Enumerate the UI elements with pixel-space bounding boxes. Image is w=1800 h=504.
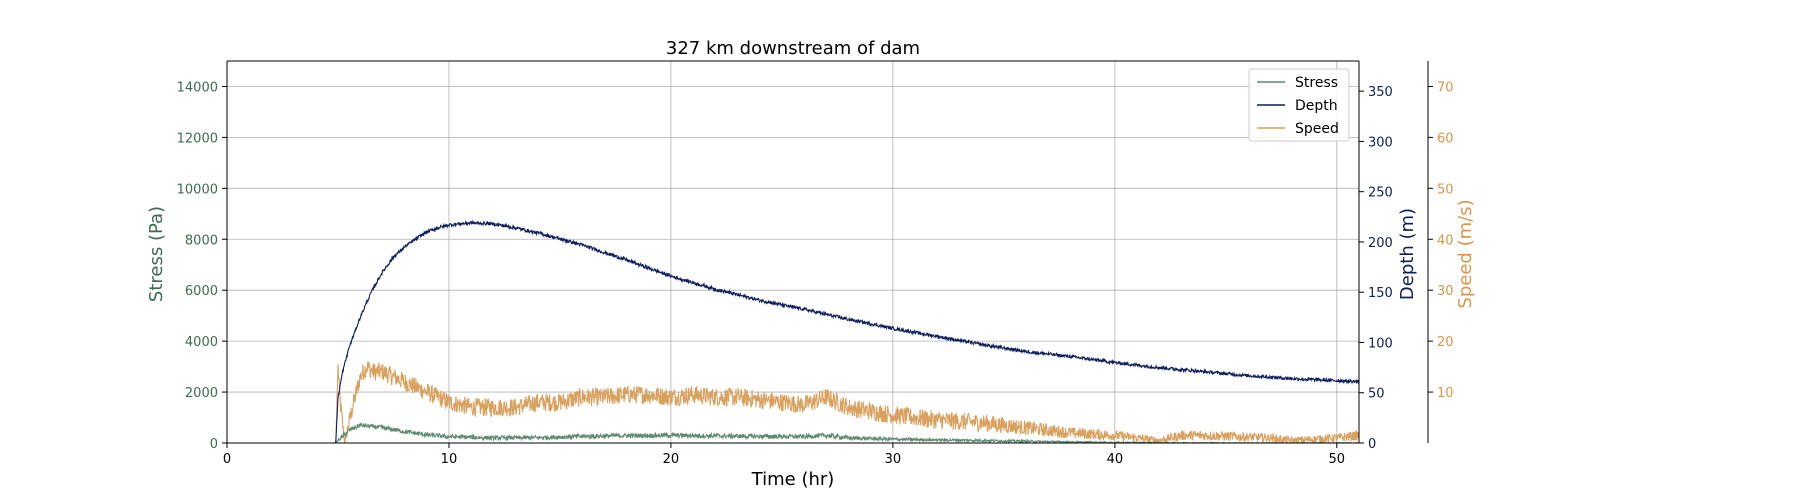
speed-axis-title: Speed (m/s) [1455,199,1476,308]
stress-tick-label: 4000 [185,335,218,350]
stress-tick-label: 8000 [185,233,218,248]
speed-tick-label: 10 [1437,386,1454,401]
speed-tick-label: 60 [1437,131,1454,146]
speed-tick-label: 40 [1437,233,1454,248]
chart-title: 327 km downstream of dam [666,38,920,59]
stress-axis-title: Stress (Pa) [146,206,167,302]
speed-tick-label: 70 [1437,80,1454,95]
plot-frame [226,60,1429,444]
depth-tick-label: 100 [1368,336,1393,351]
depth-tick-label: 200 [1368,236,1393,251]
x-axis-title: Time (hr) [751,469,835,490]
legend: Stress Depth Speed [1248,68,1350,142]
depth-tick-label: 350 [1368,85,1393,100]
stress-tick-label: 0 [210,437,218,452]
x-tick-label: 0 [223,452,231,467]
stress-tick-label: 6000 [185,284,218,299]
depth-tick-label: 250 [1368,186,1393,201]
speed-tick-label: 30 [1437,284,1454,299]
stress-tick-label: 12000 [177,131,218,146]
x-tick-label: 50 [1329,452,1346,467]
x-tick-label: 40 [1107,452,1124,467]
stress-tick-label: 14000 [177,80,218,95]
legend-box [1248,68,1350,142]
speed-tick-label: 20 [1437,335,1454,350]
legend-label-depth: Depth [1295,98,1338,114]
x-tick-label: 30 [885,452,902,467]
speed-tick-label: 50 [1437,182,1454,197]
legend-label-stress: Stress [1295,75,1338,91]
stress-tick-label: 10000 [177,182,218,197]
legend-label-speed: Speed [1295,121,1339,137]
x-tick-label: 10 [441,452,458,467]
depth-tick-label: 0 [1368,437,1376,452]
ticks: 0 10 20 30 40 5002000400060008000100001200014… [177,80,1454,467]
stress-tick-label: 2000 [185,386,218,401]
plot-layer [227,61,1360,445]
depth-tick-label: 150 [1368,286,1393,301]
depth-tick-label: 50 [1368,387,1385,402]
depth-tick-label: 300 [1368,135,1393,150]
depth-axis-title: Depth (m) [1397,208,1418,300]
depth-series-line [227,219,1360,444]
x-tick-label: 20 [663,452,680,467]
speed-series-line [227,361,1360,445]
